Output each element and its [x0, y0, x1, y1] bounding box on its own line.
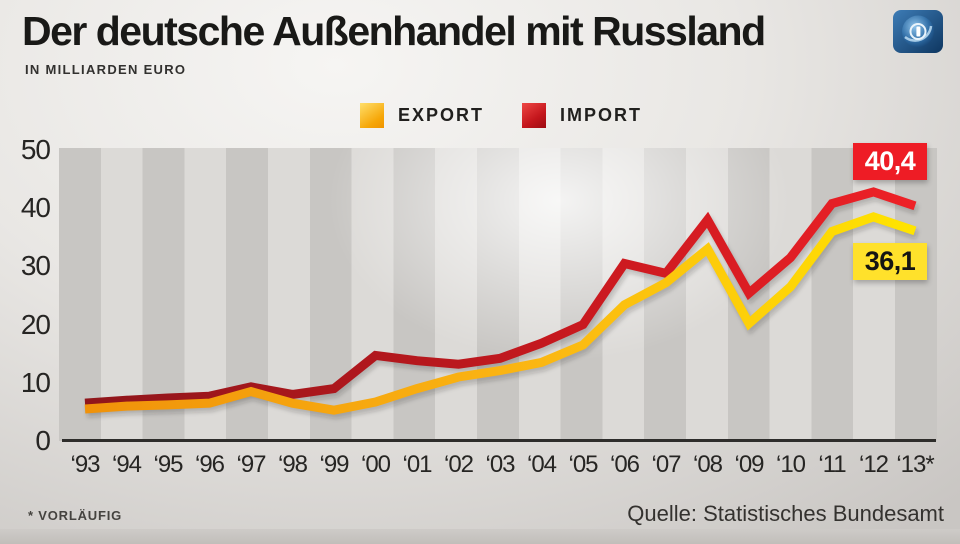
y-tick-label: 40 — [20, 192, 51, 224]
import-legend-swatch — [522, 103, 547, 128]
source-credit: Quelle: Statistisches Bundesamt — [627, 501, 944, 526]
x-tick-label: ‘00 — [360, 451, 391, 478]
y-tick-label: 30 — [20, 250, 51, 282]
x-tick-label: ‘12 — [858, 451, 889, 478]
x-tick-label: ‘97 — [236, 451, 266, 478]
x-tick-label: ‘07 — [651, 451, 681, 478]
tagesschau-logo-icon — [893, 10, 943, 53]
x-tick-label: ‘01 — [402, 451, 432, 478]
page-title: Der deutsche Außenhandel mit Russland — [22, 8, 766, 54]
x-tick-label: ‘93 — [70, 451, 100, 478]
x-tick-label: ‘13* — [896, 451, 934, 478]
x-tick-label: ‘99 — [319, 451, 349, 478]
x-tick-label: ‘10 — [775, 451, 806, 478]
x-axis-line — [62, 439, 936, 442]
x-tick-label: ‘94 — [111, 451, 142, 478]
plot-highlight — [59, 148, 937, 441]
import-legend-label: IMPORT — [560, 105, 643, 125]
x-tick-label: ‘09 — [734, 451, 764, 478]
chart-legend: EXPORT IMPORT — [360, 103, 666, 128]
y-tick-label: 10 — [20, 366, 51, 398]
x-tick-label: ‘95 — [153, 451, 183, 478]
x-tick-label: ‘96 — [194, 451, 225, 478]
import-value-badge: 40,4 — [853, 143, 927, 180]
x-tick-label: ‘04 — [526, 451, 557, 478]
bottom-strip — [0, 529, 960, 544]
y-tick-label: 20 — [20, 308, 51, 340]
export-legend-swatch — [360, 103, 384, 128]
y-tick-label: 50 — [20, 134, 51, 165]
x-tick-label: ‘05 — [568, 451, 598, 478]
x-tick-label: ‘98 — [277, 451, 308, 478]
x-tick-label: ‘08 — [692, 451, 723, 478]
unit-subtitle: IN MILLIARDEN EURO — [25, 62, 187, 77]
export-legend-label: EXPORT — [398, 105, 485, 125]
export-value-badge: 36,1 — [853, 243, 927, 280]
y-tick-label: 0 — [35, 425, 51, 456]
footnote: * VORLÄUFIG — [28, 508, 123, 523]
x-tick-label: ‘11 — [818, 451, 846, 478]
x-tick-label: ‘03 — [485, 451, 515, 478]
plot-area — [59, 148, 937, 441]
x-tick-label: ‘02 — [443, 451, 474, 478]
x-tick-label: ‘06 — [609, 451, 640, 478]
